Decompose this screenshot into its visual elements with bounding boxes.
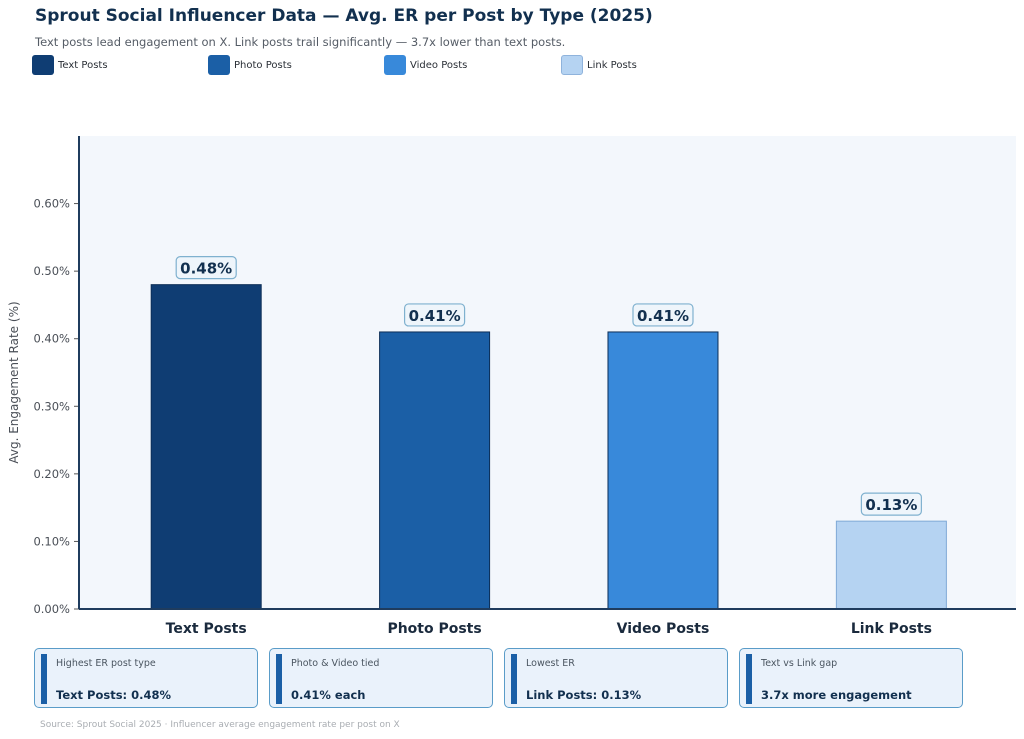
insight-card-text-link-gap: Text vs Link gap 3.7x more engagement [739, 648, 963, 708]
source-note: Source: Sprout Social 2025 · Influencer … [40, 720, 400, 730]
y-tick-label: 0.00% [33, 602, 70, 616]
legend: Text Posts Photo Posts Video Posts Link … [32, 54, 732, 78]
card-value: Text Posts: 0.48% [56, 688, 172, 702]
insight-card-highest-er: Highest ER post type Text Posts: 0.48% [34, 648, 258, 708]
y-axis-label: Avg. Engagement Rate (%) [7, 301, 21, 463]
legend-swatch-link-posts [561, 55, 583, 75]
y-tick-label: 0.60% [33, 197, 70, 211]
card-label: Text vs Link gap [761, 658, 838, 669]
legend-label-video-posts: Video Posts [410, 59, 468, 71]
legend-item-link-posts: Link Posts [561, 54, 637, 76]
data-label: 0.41% [409, 307, 461, 325]
card-accent-bar [276, 654, 282, 704]
legend-item-photo-posts: Photo Posts [208, 54, 292, 76]
x-tick-label: Link Posts [851, 621, 932, 637]
card-value: 0.41% each [291, 688, 366, 702]
insight-card-lowest-er: Lowest ER Link Posts: 0.13% [504, 648, 728, 708]
bar-link-posts [835, 520, 947, 610]
legend-label-photo-posts: Photo Posts [234, 59, 292, 71]
x-tick-label: Photo Posts [387, 621, 481, 637]
y-tick-label: 0.10% [33, 534, 70, 548]
y-tick-label: 0.30% [33, 399, 70, 413]
x-tick-label: Text Posts [166, 621, 247, 637]
legend-item-video-posts: Video Posts [384, 54, 467, 76]
data-label-box [860, 492, 922, 516]
card-accent-bar [41, 654, 47, 704]
bar-photo-posts [379, 331, 491, 610]
legend-swatch-video-posts [384, 55, 406, 75]
card-accent-bar [746, 654, 752, 704]
legend-item-text-posts: Text Posts [32, 54, 108, 76]
card-label: Photo & Video tied [291, 658, 380, 669]
legend-swatch-text-posts [32, 55, 54, 75]
data-label-box [632, 303, 694, 327]
bar-video-posts [607, 331, 719, 610]
card-label: Lowest ER [526, 658, 575, 669]
data-label-box [175, 256, 237, 280]
y-tick-label: 0.50% [33, 264, 70, 278]
data-label: 0.13% [865, 496, 917, 514]
legend-label-text-posts: Text Posts [58, 59, 108, 71]
legend-swatch-photo-posts [208, 55, 230, 75]
chart-title: Sprout Social Influencer Data — Avg. ER … [35, 6, 653, 26]
card-label: Highest ER post type [56, 658, 156, 669]
card-value: Link Posts: 0.13% [526, 688, 642, 702]
bar-chart: 0.00% 0.10% 0.20% 0.30% 0.40% 0.50% 0.60% Avg. … [7, 136, 1016, 637]
data-label: 0.48% [180, 260, 232, 278]
y-tick-label: 0.20% [33, 467, 70, 481]
data-label-box [403, 303, 466, 327]
y-tick-label: 0.40% [33, 332, 70, 346]
data-label: 0.41% [637, 307, 689, 325]
insight-card-photo-video-tied: Photo & Video tied 0.41% each [269, 648, 493, 708]
bar-text-posts [150, 284, 262, 610]
x-tick-label: Video Posts [617, 621, 710, 637]
card-value: 3.7x more engagement [761, 688, 912, 702]
card-accent-bar [511, 654, 517, 704]
chart-subtitle: Text posts lead engagement on X. Link po… [35, 35, 566, 49]
legend-label-link-posts: Link Posts [587, 59, 637, 71]
